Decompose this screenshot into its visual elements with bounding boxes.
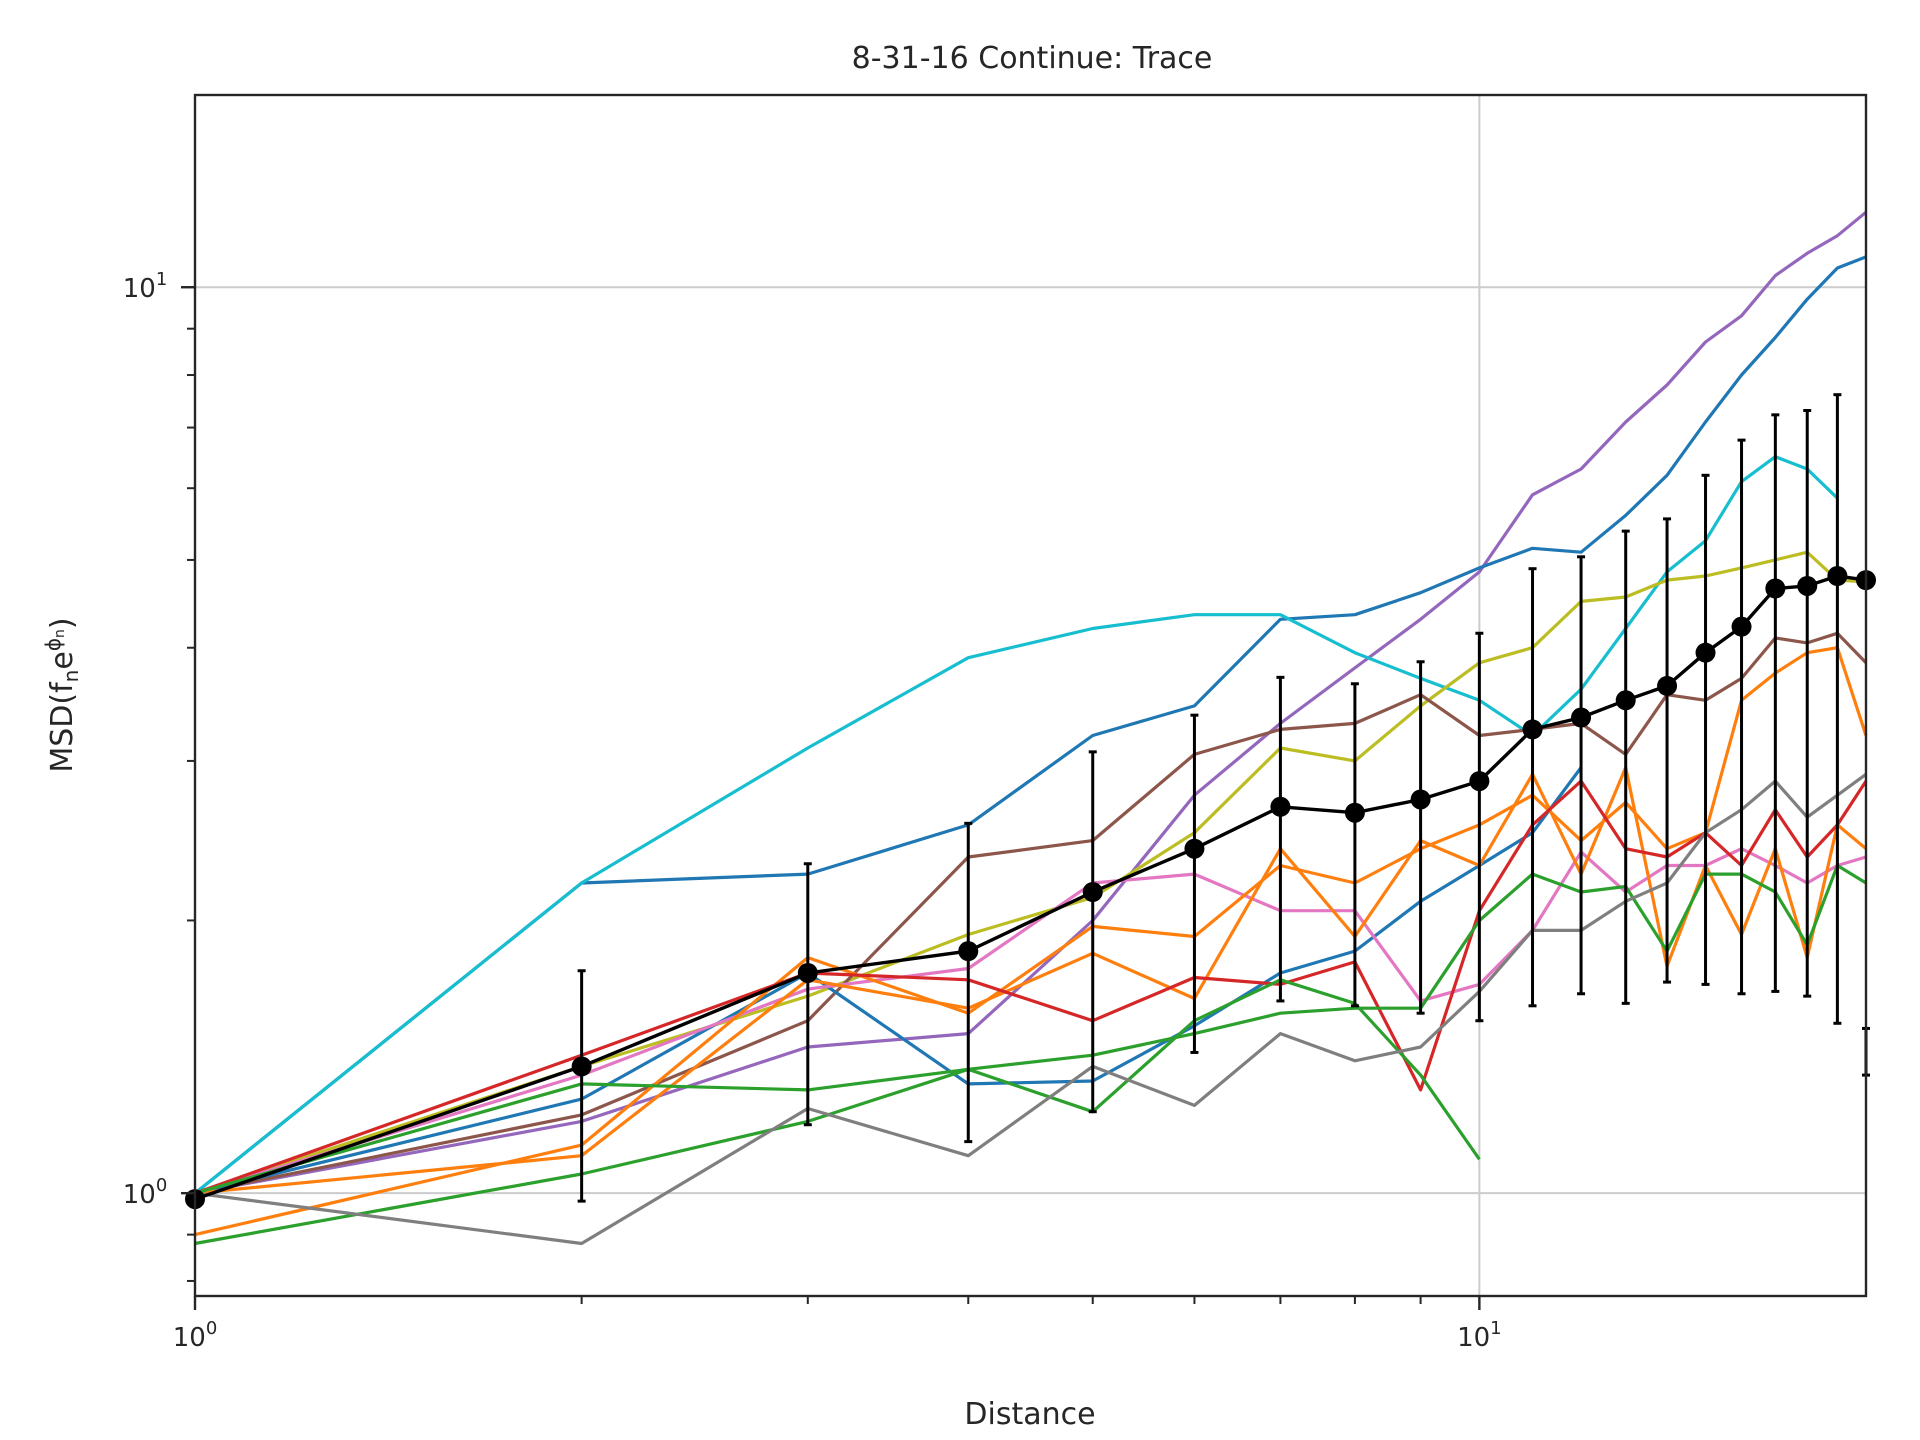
plot-frame — [193, 93, 1868, 1298]
mean-point — [1657, 675, 1678, 696]
mean-point — [1344, 802, 1365, 823]
mean-point — [571, 1056, 592, 1077]
mean-layer — [185, 393, 1876, 1210]
mean-point — [1765, 578, 1786, 599]
series-line-trace-brown — [194, 631, 1868, 1195]
series-layer — [193, 210, 1868, 1246]
series-line-trace-green-b — [194, 863, 1867, 1246]
series-line-trace-gray — [194, 773, 1867, 1246]
mean-point — [1184, 838, 1205, 859]
mean-point — [1082, 881, 1103, 902]
x-axis-label: Distance — [964, 1397, 1095, 1432]
series-line-trace-blue-upper — [193, 255, 1867, 1195]
y-label-sup: ϕ — [41, 638, 65, 651]
series-line-trace-purple — [194, 210, 1868, 1195]
mean-point — [1731, 616, 1752, 637]
y-label-sup-sub: n — [52, 629, 68, 638]
mean-point — [958, 941, 979, 962]
mean-point — [1827, 566, 1848, 587]
y-label-main: MSD(f — [45, 681, 80, 773]
y-tick-label: 100 — [123, 1175, 168, 1210]
y-tick-label: 101 — [123, 269, 168, 304]
mean-point — [1469, 771, 1490, 792]
y-label-sub: n — [59, 670, 83, 683]
mean-point — [1270, 796, 1291, 817]
x-tick-label: 100 — [173, 1318, 218, 1353]
mean-point — [1797, 575, 1818, 596]
series-line-trace-olive — [194, 550, 1867, 1195]
tick-layer: 100 101 100 101 — [123, 269, 1502, 1353]
series-line-trace-green-a — [194, 978, 1481, 1195]
mean-point — [1695, 642, 1716, 663]
mean-point — [1615, 690, 1636, 711]
x-tick-label: 101 — [1457, 1318, 1502, 1353]
mean-point — [1522, 719, 1543, 740]
mean-point — [797, 962, 818, 983]
y-label-e: e — [45, 651, 80, 669]
mean-point — [1410, 789, 1431, 810]
y-label-close: ) — [45, 617, 80, 629]
series-line-trace-orange-b — [194, 765, 1868, 1195]
series-line-trace-red — [194, 779, 1868, 1195]
chart-title: 8-31-16 Continue: Trace — [852, 41, 1213, 76]
y-axis-label: MSD(fneϕn) — [41, 617, 83, 772]
mean-point — [1571, 707, 1592, 728]
